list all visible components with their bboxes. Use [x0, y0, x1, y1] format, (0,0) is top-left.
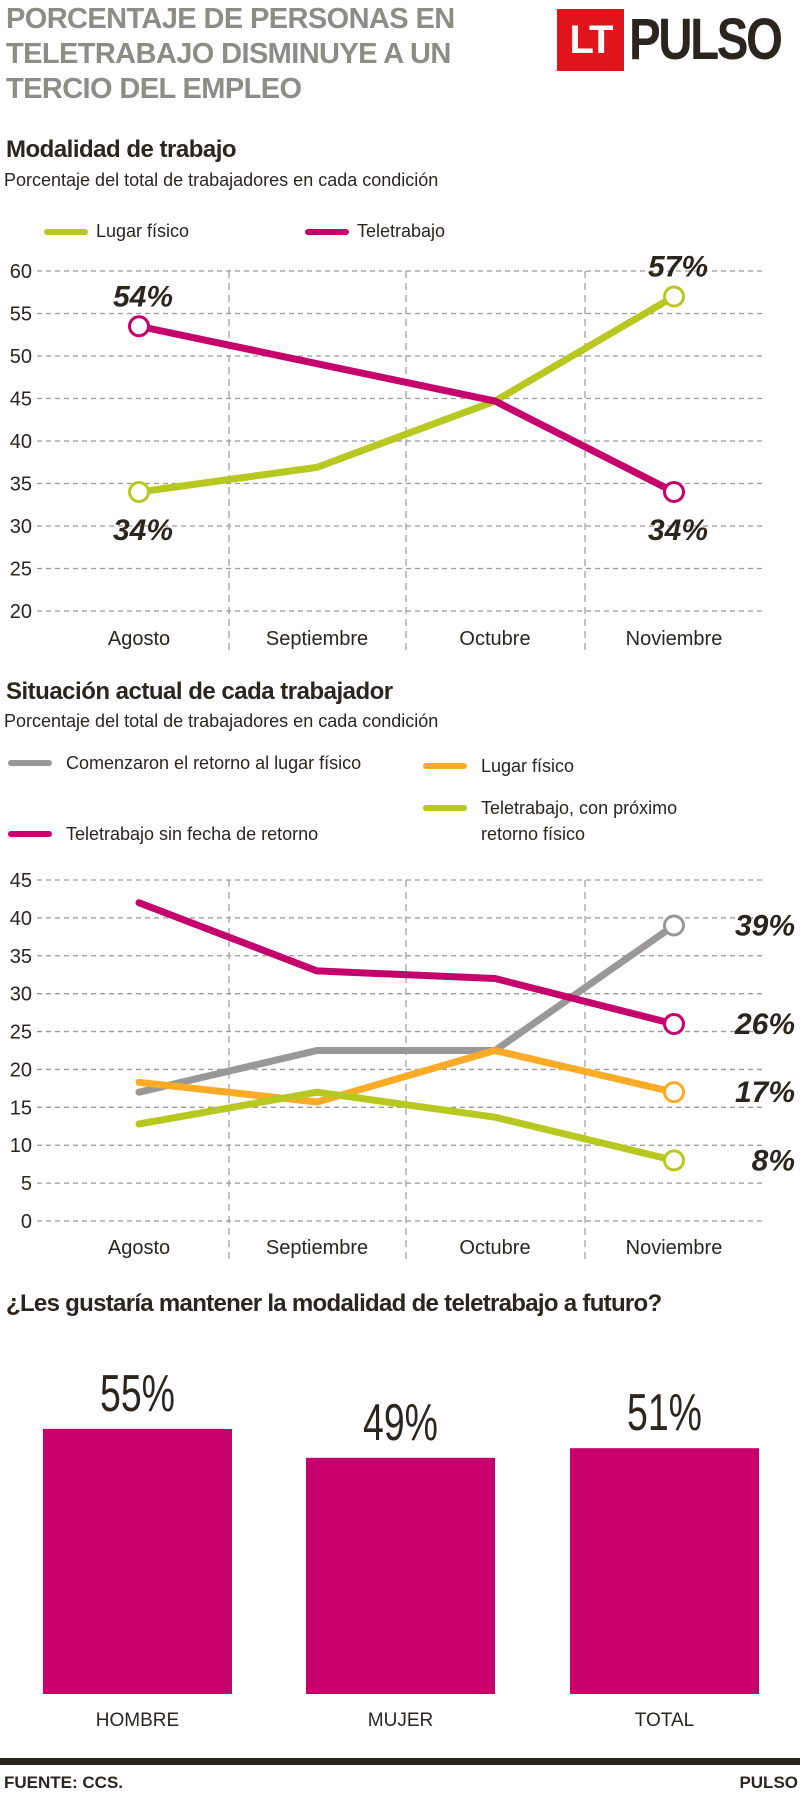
y-tick-label: 30 [10, 984, 32, 1006]
chart1-subtitle: Porcentaje del total de trabajadores en … [4, 170, 439, 190]
y-tick-label: 20 [10, 601, 32, 623]
y-tick-label: 30 [10, 516, 32, 538]
line-chart-2: 45 40 35 30 25 20 15 10 5 0 Agosto Septiembre Octubr… [10, 870, 795, 1260]
series-line [135, 1047, 678, 1106]
y-tick-label: 15 [10, 1097, 32, 1119]
data-label: 34% [648, 514, 708, 547]
legend-label: Teletrabajo [357, 221, 446, 241]
page-title: PORCENTAJE DE PERSONAS EN TELETRABAJO DI… [6, 2, 526, 107]
y-tick-label: 35 [10, 474, 32, 496]
data-label: 54% [113, 280, 173, 313]
x-tick-label: Octubre [459, 1237, 530, 1259]
data-point-marker [663, 285, 685, 308]
data-label: 34% [113, 514, 173, 547]
title-line: TERCIO DEL EMPLEO [6, 73, 302, 105]
data-point-marker [663, 481, 685, 503]
y-tick-label: 45 [10, 870, 32, 892]
legend-item-teletrabajo-proximo-retorno: Teletrabajo, con próximo retorno físico [423, 795, 723, 847]
data-label: 39% [735, 909, 795, 942]
data-point-marker [663, 1081, 685, 1104]
y-tick-label: 25 [10, 559, 32, 581]
x-tick-label: Agosto [108, 1237, 170, 1259]
legend-item-lugar-fisico: Lugar físico [44, 221, 189, 242]
series-line [135, 921, 678, 1096]
bar-category-label: HOMBRE [96, 1710, 179, 1731]
bar-value-label: 55% [100, 1364, 175, 1423]
data-point-marker [128, 315, 150, 338]
x-tick-label: Septiembre [266, 628, 368, 650]
bar-chart: 55% HOMBRE 49% MUJER 51% TOTAL [43, 1364, 759, 1731]
footer-rule [0, 1758, 800, 1765]
legend-swatch [423, 805, 467, 811]
y-tick-label: 40 [10, 908, 32, 930]
chart3-question: ¿Les gustaría mantener la modalidad de t… [6, 1290, 662, 1317]
legend-item-teletrabajo: Teletrabajo [305, 221, 445, 242]
y-tick-label: 25 [10, 1022, 32, 1044]
y-tick-label: 40 [10, 431, 32, 453]
y-tick-label: 5 [21, 1173, 32, 1195]
footer-source: FUENTE: CCS. [4, 1773, 123, 1792]
y-tick-label: 55 [10, 304, 32, 326]
logo-brand: PULSO [629, 7, 783, 72]
legend-swatch [8, 831, 52, 837]
series-line [135, 1088, 678, 1164]
chart2-title: Situación actual de cada trabajador [6, 678, 393, 705]
data-label: 17% [735, 1076, 795, 1109]
legend-item-comenzaron-retorno: Comenzaron el retorno al lugar físico [8, 750, 378, 776]
y-tick-label: 20 [10, 1059, 32, 1081]
bar-value-label: 51% [627, 1383, 702, 1442]
bar [43, 1428, 232, 1694]
legend-swatch [8, 760, 52, 766]
legend-label: Teletrabajo, con próximo retorno físico [481, 798, 678, 844]
x-tick-label: Noviembre [626, 628, 723, 650]
data-label: 26% [734, 1008, 795, 1041]
data-point-marker [663, 1012, 685, 1035]
legend-swatch [44, 228, 88, 235]
data-point-marker [663, 914, 685, 937]
legend-item-lugar-fisico-2: Lugar físico [423, 753, 763, 779]
data-point-marker [663, 1149, 685, 1172]
x-tick-label: Octubre [459, 628, 530, 650]
bar [306, 1457, 495, 1694]
data-label: 57% [648, 251, 708, 284]
legend-label: Lugar físico [481, 756, 575, 776]
title-line: TELETRABAJO DISMINUYE A UN [6, 38, 451, 70]
chart1-title: Modalidad de trabajo [6, 136, 237, 163]
data-point-marker [128, 481, 150, 503]
title-line: PORCENTAJE DE PERSONAS EN [6, 3, 455, 35]
legend-label: Lugar físico [96, 221, 190, 241]
legend-swatch [305, 228, 349, 235]
legend-label: Teletrabajo sin fecha de retorno [66, 824, 319, 844]
y-tick-label: 0 [21, 1211, 32, 1233]
legend-item-teletrabajo-sin-fecha: Teletrabajo sin fecha de retorno [8, 821, 408, 847]
series-line [135, 899, 678, 1028]
bar [570, 1448, 759, 1694]
y-tick-label: 10 [10, 1135, 32, 1157]
footer-brand: PULSO [739, 1773, 798, 1792]
bar-category-label: TOTAL [635, 1710, 694, 1731]
bar-value-label: 49% [363, 1393, 438, 1452]
legend-swatch [423, 763, 467, 769]
x-tick-label: Noviembre [626, 1237, 723, 1259]
data-label: 8% [752, 1144, 795, 1177]
logo-lt: LT [557, 9, 624, 71]
x-tick-label: Septiembre [266, 1237, 368, 1259]
line-chart-1: 60 55 50 45 40 35 30 25 20 Agosto Septiembre Octubr… [10, 251, 763, 651]
series-line [135, 322, 678, 496]
chart2-subtitle: Porcentaje del total de trabajadores en … [4, 711, 439, 731]
y-tick-label: 50 [10, 346, 32, 368]
y-tick-label: 35 [10, 946, 32, 968]
y-tick-label: 60 [10, 261, 32, 283]
y-tick-label: 45 [10, 389, 32, 411]
series-line [135, 293, 678, 496]
legend-label: Comenzaron el retorno al lugar físico [66, 753, 362, 773]
x-tick-label: Agosto [108, 628, 170, 650]
la-tercera-pulso-logo: LT PULSO [557, 7, 800, 72]
bar-category-label: MUJER [368, 1710, 433, 1731]
